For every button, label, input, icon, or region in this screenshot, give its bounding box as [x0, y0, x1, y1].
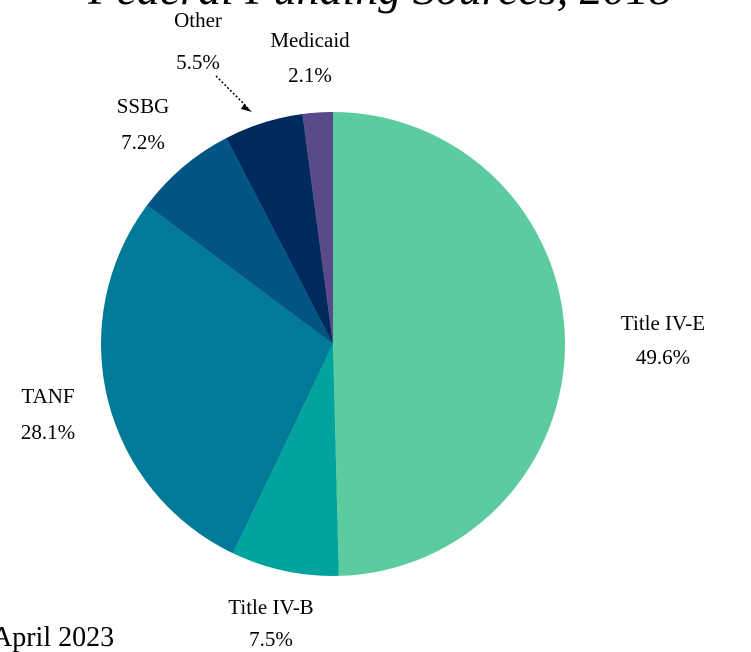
slice-value: 2.1% [288, 63, 332, 87]
slice-label: TANF [21, 384, 74, 408]
slice-label: SSBG [117, 94, 170, 118]
slice-label: Title IV-B [228, 595, 313, 619]
pie-slice [333, 112, 565, 576]
slice-value: 7.5% [249, 627, 293, 651]
slice-label: Medicaid [270, 28, 350, 52]
pie-slice [226, 114, 333, 344]
slice-value: 5.5% [176, 50, 220, 74]
slice-value: 49.6% [636, 345, 690, 369]
slice-label: Title IV-E [621, 311, 705, 335]
leader-arrow [241, 104, 252, 112]
pie-slice [232, 344, 339, 577]
slice-value: 28.1% [21, 420, 75, 444]
pie-slice [302, 112, 333, 344]
footnote: April 2023 [0, 622, 114, 652]
slice-label: Other [174, 8, 222, 32]
leader-line [215, 75, 249, 109]
chart-title: Federal Funding Sources, 2018 [87, 0, 671, 14]
pie-slice [100, 205, 334, 554]
pie-slice [147, 137, 333, 344]
slice-value: 7.2% [121, 130, 165, 154]
